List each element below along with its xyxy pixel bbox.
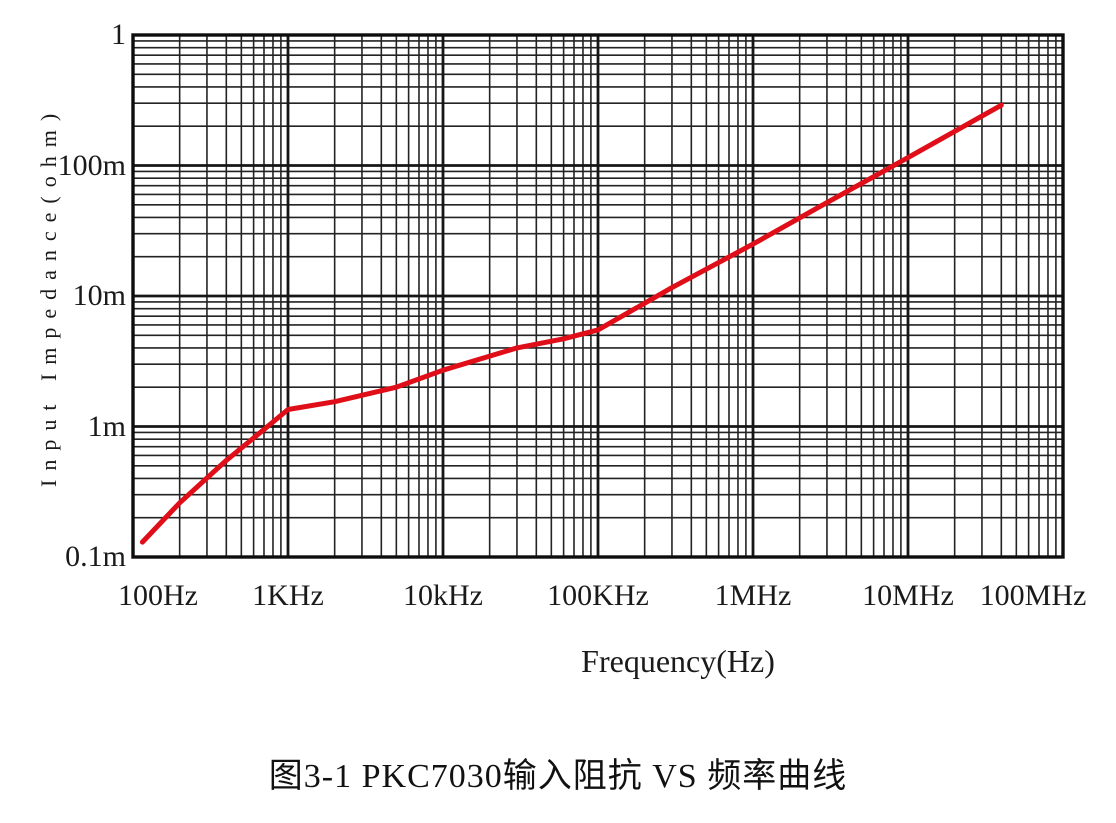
x-tick-label: 100Hz — [118, 579, 198, 612]
y-tick-label: 1m — [87, 409, 126, 443]
y-tick-label: 10m — [72, 279, 126, 312]
x-tick-label: 100KHz — [547, 579, 649, 612]
figure-caption: 图3-1 PKC7030输入阻抗 VS 频率曲线 — [268, 758, 848, 795]
plot-area — [131, 33, 1065, 559]
x-tick-label: 10MHz — [862, 579, 954, 612]
y-tick-label: 1 — [111, 18, 126, 51]
y-tick-label: 0.1m — [65, 540, 126, 573]
y-tick-label: 100m — [57, 148, 126, 182]
x-axis-title: Frequency(Hz) — [581, 643, 775, 679]
x-tick-label: 100MHz — [979, 579, 1087, 612]
impedance-curve — [139, 102, 1004, 545]
x-tick-label: 1MHz — [714, 579, 792, 612]
x-tick-label: 10kHz — [403, 579, 483, 612]
x-tick-label: 1KHz — [252, 579, 324, 612]
plot-border — [131, 33, 1065, 559]
